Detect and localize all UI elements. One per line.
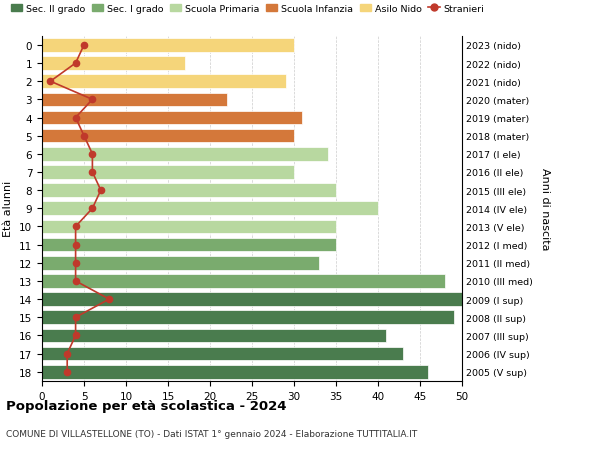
Bar <box>42 329 386 342</box>
Text: Popolazione per età scolastica - 2024: Popolazione per età scolastica - 2024 <box>6 399 287 412</box>
Bar <box>42 148 328 161</box>
Bar <box>42 184 336 197</box>
Bar <box>42 57 185 71</box>
Bar <box>42 257 319 270</box>
Bar <box>42 112 302 125</box>
Bar <box>42 293 462 306</box>
Bar <box>42 166 294 179</box>
Bar <box>42 220 336 234</box>
Bar <box>42 75 286 89</box>
Text: COMUNE DI VILLASTELLONE (TO) - Dati ISTAT 1° gennaio 2024 - Elaborazione TUTTITA: COMUNE DI VILLASTELLONE (TO) - Dati ISTA… <box>6 429 417 438</box>
Bar <box>42 93 227 107</box>
Bar <box>42 274 445 288</box>
Y-axis label: Età alunni: Età alunni <box>4 181 13 237</box>
Bar <box>42 347 403 361</box>
Bar <box>42 238 336 252</box>
Bar <box>42 129 294 143</box>
Y-axis label: Anni di nascita: Anni di nascita <box>540 168 550 250</box>
Legend: Sec. II grado, Sec. I grado, Scuola Primaria, Scuola Infanzia, Asilo Nido, Stran: Sec. II grado, Sec. I grado, Scuola Prim… <box>11 5 484 14</box>
Bar <box>42 202 378 216</box>
Bar <box>42 311 454 325</box>
Bar <box>42 39 294 53</box>
Bar <box>42 365 428 379</box>
